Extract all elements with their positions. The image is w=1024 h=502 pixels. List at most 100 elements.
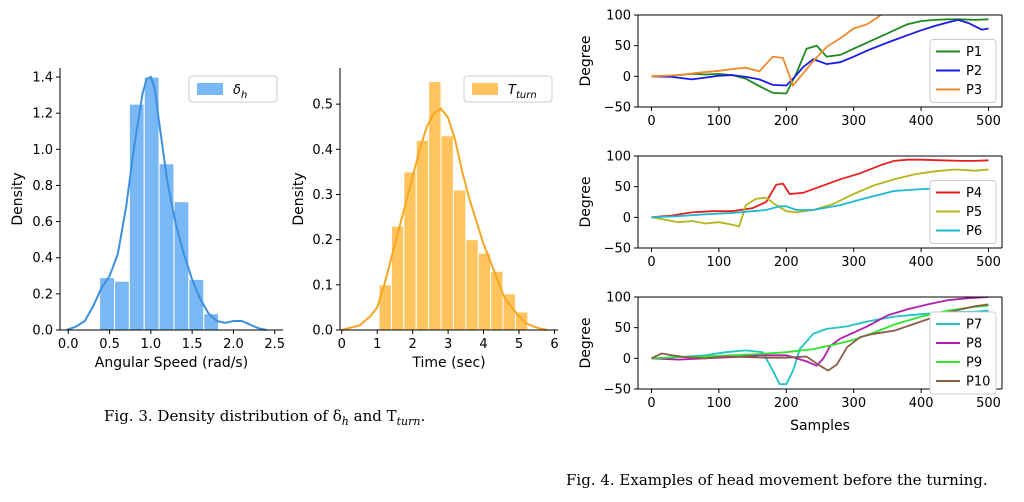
y-tick-label: −50 — [604, 242, 631, 257]
chart-1-axes: 0 1 2 3 4 5 6 0.0 0.1 0.2 0.3 0.4 0.5 Density Time (se… — [291, 68, 559, 371]
y-tick-label: 0.6 — [32, 215, 53, 230]
y-tick-label: 0.8 — [32, 179, 53, 194]
y-tick-label: 0.0 — [312, 324, 333, 339]
x-tick-label: 0.0 — [58, 337, 79, 352]
series-line-p1 — [651, 18, 989, 95]
y-tick-label: 100 — [606, 9, 631, 24]
chart-2-legend: P1 P2 P3 — [929, 39, 997, 103]
chart-1-legend: Tturn — [463, 75, 553, 103]
y-tick-label: 0.4 — [32, 251, 53, 266]
x-tick-label: 100 — [706, 114, 731, 129]
y-tick-label: −50 — [604, 101, 631, 116]
series-line-p7 — [651, 309, 989, 385]
histogram-bar — [128, 103, 145, 331]
fig3-caption: Fig. 3. Density distribution of δh and T… — [104, 407, 425, 428]
x-tick-label: 2.0 — [223, 337, 244, 352]
y-tick-label: 0 — [623, 211, 631, 226]
x-tick-label: 100 — [706, 255, 731, 270]
x-tick-label: 200 — [774, 255, 799, 270]
legend-label-sub: h — [241, 90, 247, 101]
y-tick-label: 0 — [623, 70, 631, 85]
y-tick-label: 0.1 — [312, 278, 333, 293]
histogram-bar — [158, 163, 175, 331]
legend-label: P5 — [966, 205, 982, 220]
x-tick-label: 500 — [976, 114, 1001, 129]
chart-3-legend: P4 P5 P6 — [929, 180, 997, 244]
chart-4-lines — [651, 297, 989, 385]
x-tick-label: 0 — [338, 337, 346, 352]
legend-frame — [929, 180, 997, 244]
y-tick-label: 1.0 — [32, 143, 53, 158]
y-tick-label: 0.5 — [312, 98, 333, 113]
y-tick-label: 0.4 — [312, 143, 333, 158]
chart-2-axes: 0 100 200 300 400 500 −50 0 50 100 Degree — [578, 9, 1003, 129]
x-axis-label: Angular Speed (rad/s) — [95, 355, 248, 371]
kde-curve — [341, 107, 548, 331]
x-tick-label: 500 — [976, 255, 1001, 270]
series-line-p4 — [651, 158, 989, 219]
chart-0-bars — [66, 75, 267, 331]
series-line-p3 — [651, 15, 882, 88]
x-tick-label: 0.5 — [99, 337, 120, 352]
legend-frame — [188, 75, 278, 103]
x-tick-label: 300 — [841, 396, 866, 411]
y-tick-label: 1.2 — [32, 107, 53, 122]
y-tick-label: 100 — [606, 291, 631, 306]
x-tick-label: 500 — [976, 396, 1001, 411]
y-axis-label: Degree — [578, 36, 594, 87]
y-tick-label: 0.2 — [312, 233, 333, 248]
x-tick-label: 2 — [409, 337, 417, 352]
y-tick-label: 0 — [623, 352, 631, 367]
histogram-bar — [378, 284, 392, 331]
x-tick-label: 400 — [909, 255, 934, 270]
histogram-bar — [415, 139, 430, 331]
y-tick-label: 1.4 — [32, 71, 53, 86]
legend-label: P10 — [966, 375, 990, 390]
chart-4-legend: P7 P8 P9 P10 — [929, 311, 997, 395]
fig4-caption: Fig. 4. Examples of head movement before… — [566, 471, 988, 489]
chart-2-lines — [651, 15, 989, 95]
x-tick-label: 300 — [841, 255, 866, 270]
x-tick-label: 4 — [479, 337, 487, 352]
chart-1-bars — [341, 81, 548, 331]
x-tick-label: 1.0 — [141, 337, 162, 352]
fig3-caption-mid: and T — [348, 407, 397, 425]
y-axis-label: Degree — [578, 318, 594, 369]
x-tick-label: 400 — [909, 114, 934, 129]
x-tick-label: 5 — [515, 337, 523, 352]
fig3-caption-text: Fig. 3. Density distribution of δ — [104, 407, 342, 425]
histogram-bar — [173, 201, 190, 331]
legend-label: P6 — [966, 224, 982, 239]
kde-curve — [66, 75, 267, 331]
histogram-bar — [440, 135, 454, 331]
chart-0-legend: δh — [188, 75, 278, 103]
histogram-bar — [465, 239, 479, 331]
x-tick-label: 6 — [550, 337, 558, 352]
y-tick-label: 50 — [614, 321, 631, 336]
x-axis-label: Samples — [790, 418, 850, 434]
chart-4-axes: 0 100 200 300 400 500 −50 0 50 100 Degree Samples — [578, 291, 1003, 434]
histogram-bar — [477, 252, 492, 331]
y-axis-label: Degree — [578, 177, 594, 228]
legend-label: P7 — [966, 318, 982, 333]
legend-label: P8 — [966, 337, 982, 352]
series-line-p10 — [651, 303, 989, 372]
legend-label: P9 — [966, 356, 982, 371]
series-line-p5 — [651, 168, 989, 228]
histogram-bar — [99, 277, 116, 331]
x-tick-label: 100 — [706, 396, 731, 411]
x-axis-label: Time (sec) — [411, 355, 485, 371]
y-tick-label: 0.0 — [32, 324, 53, 339]
legend-label: P3 — [966, 83, 982, 98]
x-tick-label: 200 — [774, 396, 799, 411]
legend-frame — [929, 39, 997, 103]
legend-label: P1 — [966, 45, 982, 60]
fig3-caption-end: . — [420, 407, 426, 425]
legend-swatch — [472, 83, 498, 95]
x-tick-label: 0 — [647, 255, 655, 270]
y-tick-label: 100 — [606, 150, 631, 165]
x-tick-label: 200 — [774, 114, 799, 129]
series-line-p2 — [651, 18, 989, 87]
chart-3-axes: 0 100 200 300 400 500 −50 0 50 100 Degree — [578, 150, 1003, 270]
